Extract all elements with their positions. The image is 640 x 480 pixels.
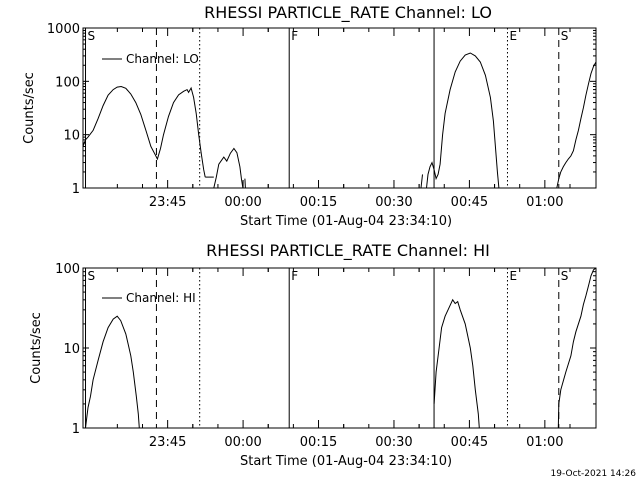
- hi-x-tick-label: 01:00: [526, 435, 563, 450]
- lo-marker-label: S: [561, 29, 569, 43]
- hi-plot-area: [85, 268, 596, 428]
- lo-y-tick-label: 100: [55, 75, 80, 90]
- lo-rate-series-line: [83, 85, 206, 178]
- hi-channel-panel: RHESSI PARTICLE_RATE Channel: HI Counts/…: [29, 241, 597, 469]
- hi-x-axis-label: Start Time (01-Aug-04 23:34:10): [240, 454, 452, 469]
- lo-x-tick-label: 00:30: [375, 195, 412, 210]
- hi-legend-label: Channel: HI: [126, 291, 196, 305]
- hi-marker-label: F: [291, 269, 298, 283]
- lo-plot-frame: 1 10 100 1000 23:45 00:00 00:15 00:30 00:45 01:00…: [47, 22, 597, 210]
- hi-legend: Channel: HI: [102, 291, 196, 305]
- hi-x-tick-label: 23:45: [149, 435, 186, 450]
- lo-marker-label: F: [291, 29, 298, 43]
- hi-y-tick-label: 100: [55, 262, 80, 277]
- lo-rate-series-line: [420, 174, 423, 188]
- generation-timestamp: 19-Oct-2021 14:26: [551, 469, 637, 479]
- lo-x-tick-label: 00:00: [224, 195, 261, 210]
- lo-rate-series-line: [213, 147, 244, 188]
- lo-channel-panel: RHESSI PARTICLE_RATE Channel: LO Counts/…: [22, 3, 597, 229]
- hi-x-tick-label: 00:30: [375, 435, 412, 450]
- lo-marker-label: S: [88, 29, 96, 43]
- lo-chart-title: RHESSI PARTICLE_RATE Channel: LO: [204, 3, 492, 23]
- lo-x-tick-label: 01:00: [526, 195, 563, 210]
- lo-y-tick-label: 10: [63, 129, 80, 144]
- hi-rate-series-line: [433, 298, 480, 428]
- lo-rate-series-line: [244, 178, 246, 188]
- hi-chart-title: RHESSI PARTICLE_RATE Channel: HI: [206, 241, 490, 261]
- hi-y-axis-label: Counts/sec: [29, 312, 44, 384]
- lo-rate-series-line: [556, 61, 596, 188]
- lo-x-tick-label: 00:15: [300, 195, 337, 210]
- hi-y-tick-label: 10: [63, 342, 80, 357]
- hi-marker-label: E: [509, 269, 517, 283]
- hi-x-tick-label: 00:00: [224, 435, 261, 450]
- lo-legend-label: Channel: LO: [126, 52, 199, 66]
- hi-x-tick-label: 00:45: [451, 435, 488, 450]
- lo-y-axis-label: Counts/sec: [22, 72, 37, 144]
- lo-marker-label: E: [509, 29, 517, 43]
- lo-x-tick-label: 23:45: [149, 195, 186, 210]
- hi-y-tick-label: 1: [72, 422, 80, 437]
- hi-rate-series-line: [557, 268, 596, 428]
- lo-x-axis-label: Start Time (01-Aug-04 23:34:10): [240, 214, 452, 229]
- hi-marker-label: S: [561, 269, 569, 283]
- lo-legend: Channel: LO: [102, 52, 199, 66]
- lo-rate-series-line: [426, 52, 500, 188]
- lo-y-tick-label: 1000: [47, 22, 80, 37]
- lo-plot-area: [83, 28, 596, 188]
- lo-x-tick-label: 00:45: [451, 195, 488, 210]
- hi-rate-series-line: [85, 315, 140, 428]
- lo-y-tick-label: 1: [72, 182, 80, 197]
- hi-marker-label: S: [88, 269, 96, 283]
- hi-x-tick-label: 00:15: [300, 435, 337, 450]
